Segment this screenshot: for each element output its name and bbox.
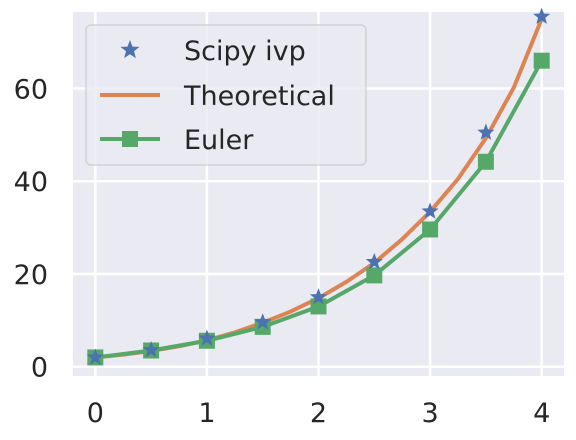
- scipy-point: [86, 348, 104, 365]
- scipy-point: [254, 313, 272, 330]
- legend-star-icon: [120, 40, 140, 59]
- x-tick-label: 0: [87, 398, 104, 429]
- scipy-point: [421, 202, 439, 219]
- scipy-point: [533, 7, 551, 24]
- y-tick-label: 0: [31, 353, 48, 384]
- legend-box: [85, 24, 367, 166]
- legend-label: Theoretical: [183, 81, 335, 112]
- euler-point: [422, 221, 439, 238]
- legend-label: Euler: [184, 125, 254, 156]
- scipy-point: [142, 341, 160, 358]
- scipy-point: [198, 329, 216, 346]
- series-layer: [86, 7, 551, 366]
- euler-point: [533, 52, 550, 69]
- x-tick-label: 4: [533, 398, 550, 429]
- y-tick-label: 60: [14, 75, 48, 106]
- legend-label: Scipy ivp: [184, 36, 306, 67]
- legend: Scipy ivp Theoretical Euler: [85, 24, 367, 166]
- y-tick-label: 20: [14, 260, 48, 291]
- scipy-point: [477, 123, 495, 140]
- x-tick-label: 3: [421, 398, 438, 429]
- x-tick-label: 1: [198, 398, 215, 429]
- y-tick-label: 40: [14, 167, 48, 198]
- scipy-point: [365, 252, 383, 270]
- legend-square-icon: [122, 131, 138, 147]
- x-tick-label: 2: [310, 398, 327, 429]
- scipy-point: [309, 288, 328, 305]
- euler-point: [366, 267, 383, 284]
- euler-point: [477, 153, 494, 170]
